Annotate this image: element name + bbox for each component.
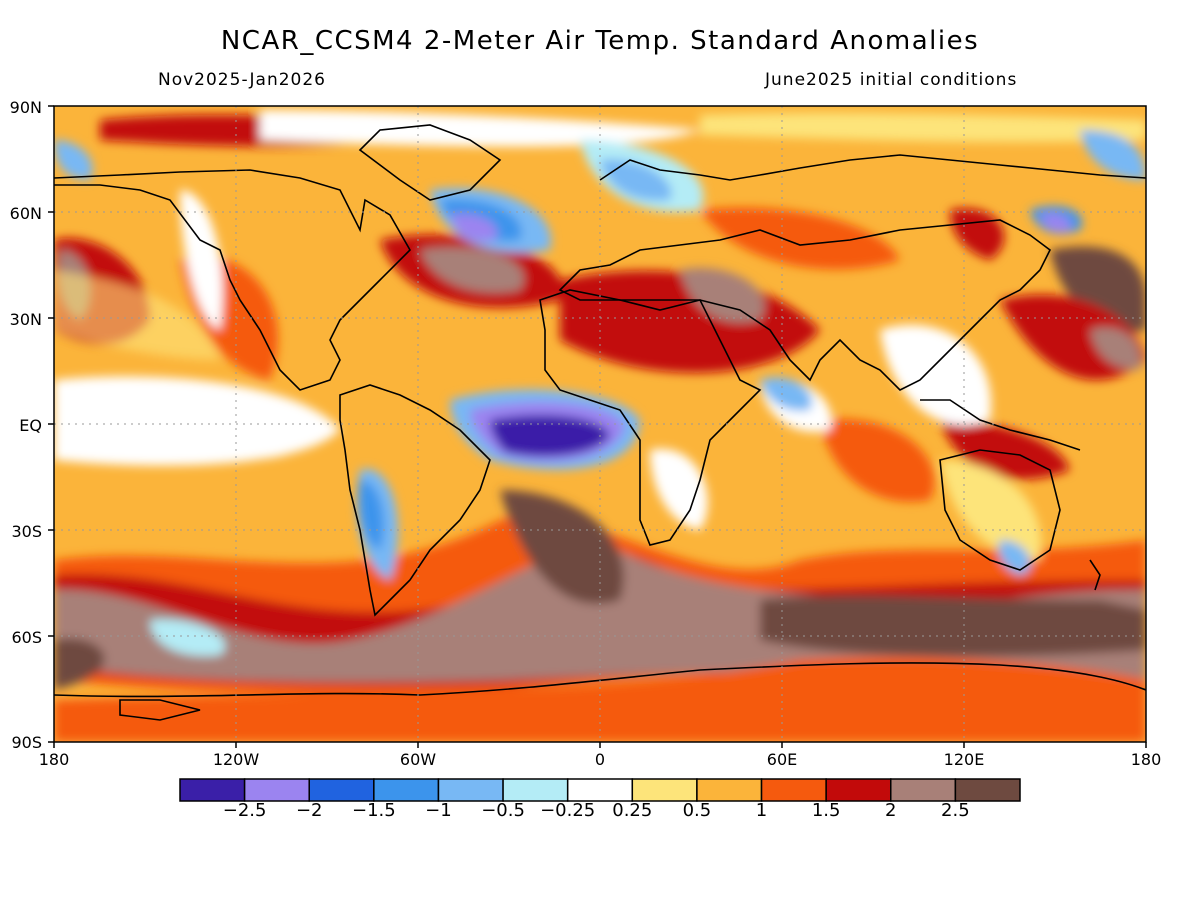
- map-title: NCAR_CCSM4 2-Meter Air Temp. Standard An…: [220, 26, 980, 56]
- lon-label-120e: 120E: [943, 750, 985, 769]
- colorbar: [179, 778, 1021, 802]
- lon-label-60e: 60E: [766, 750, 798, 769]
- colorbar-swatch: [502, 778, 569, 802]
- forecast-period: Nov2025-Jan2026: [158, 70, 326, 90]
- lon-label-180w: 180: [38, 750, 70, 769]
- coastlines: [54, 124, 1146, 721]
- colorbar-tick-label: 0.5: [682, 800, 712, 821]
- colorbar-swatch: [243, 778, 310, 802]
- colorbar-swatch: [179, 778, 246, 802]
- lat-label-30s: 30S: [11, 522, 42, 541]
- lat-label-90s: 90S: [11, 733, 42, 752]
- colorbar-tick-label: 1: [755, 800, 768, 821]
- lat-label-30n: 30N: [9, 310, 42, 329]
- lat-label-60s: 60S: [11, 628, 42, 647]
- initial-conditions: June2025 initial conditions: [765, 70, 1018, 90]
- colorbar-tick-label: 1.5: [811, 800, 841, 821]
- colorbar-tick-label: −0.25: [540, 800, 596, 821]
- lon-label-60w: 60W: [399, 750, 437, 769]
- colorbar-tick-label: 0.25: [612, 800, 653, 821]
- colorbar-tick-label: −2.5: [222, 800, 267, 821]
- colorbar-swatch: [373, 778, 440, 802]
- colorbar-swatch: [566, 778, 634, 802]
- colorbar-tick-label: −1.5: [351, 800, 396, 821]
- colorbar-swatch: [696, 778, 763, 802]
- lat-label-eq: EQ: [19, 416, 42, 435]
- colorbar-tick-label: −1: [425, 800, 452, 821]
- colorbar-swatch: [760, 778, 827, 802]
- colorbar-tick-label: −2: [295, 800, 323, 821]
- lon-label-180e: 180: [1130, 750, 1162, 769]
- axis-ticks: [48, 105, 1147, 748]
- colorbar-swatch: [825, 778, 892, 802]
- lon-label-120w: 120W: [212, 750, 260, 769]
- colorbar-swatch: [308, 778, 375, 802]
- colorbar-tick-label: 2.5: [941, 800, 970, 821]
- anomaly-field: [54, 106, 1146, 742]
- colorbar-swatch: [631, 778, 698, 802]
- graticule: [54, 106, 1146, 742]
- colorbar-tick-label: −0.5: [481, 800, 525, 821]
- colorbar-swatch: [890, 778, 957, 802]
- lat-label-90n: 90N: [9, 98, 42, 117]
- colorbar-swatch: [437, 778, 504, 802]
- lat-label-60n: 60N: [9, 204, 42, 223]
- colorbar-swatch: [954, 778, 1021, 802]
- colorbar-tick-label: 2: [885, 800, 897, 821]
- lon-label-0: 0: [594, 750, 606, 769]
